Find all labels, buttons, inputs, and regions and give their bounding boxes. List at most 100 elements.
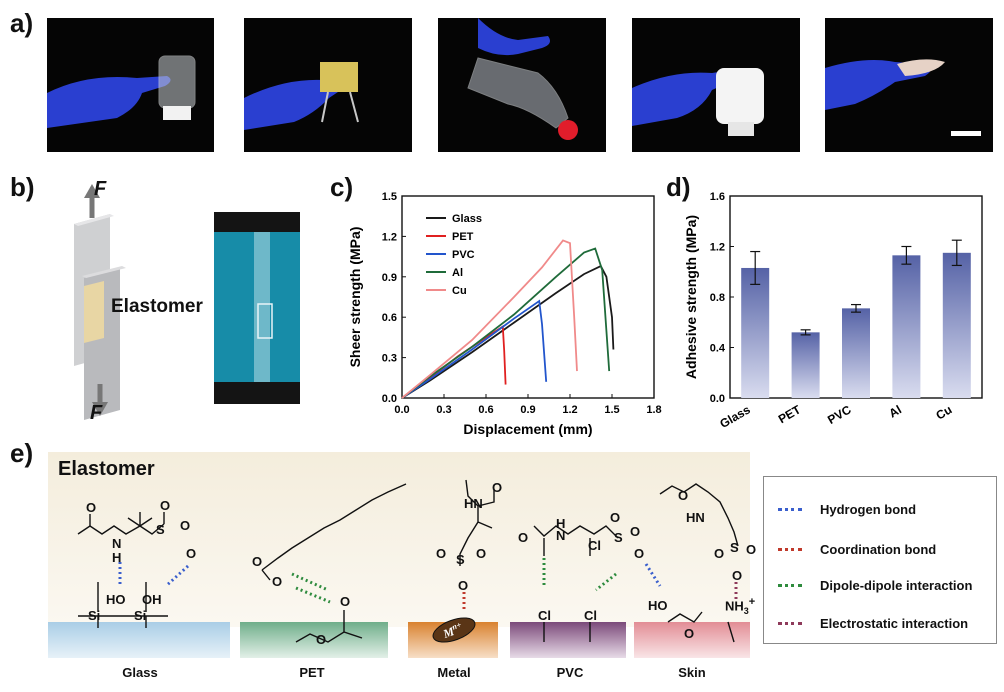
elastomer-title: Elastomer xyxy=(58,458,155,480)
x-tick-label: PVC xyxy=(825,402,854,427)
svg-text:S: S xyxy=(456,552,465,567)
panel-label-d: d) xyxy=(666,172,691,202)
legend-item-hydrogen: Hydrogen bond xyxy=(778,499,916,519)
svg-text:HO: HO xyxy=(106,592,126,607)
substrate-label-pet: PET xyxy=(299,665,325,680)
svg-text:O: O xyxy=(746,542,756,557)
y-tick-label: 0.6 xyxy=(382,312,397,324)
svg-text:Cl: Cl xyxy=(538,608,551,623)
legend-item-dipole: Dipole-dipole interaction xyxy=(778,575,972,595)
legend-label-hydrogen: Hydrogen bond xyxy=(820,501,917,517)
bar-pet xyxy=(791,332,820,398)
coordination-bond-swatch xyxy=(778,547,802,551)
y-axis-label: Sheer strength (MPa) xyxy=(347,227,363,368)
substrate-pvc xyxy=(510,622,626,658)
legend-label-al: Al xyxy=(452,267,463,279)
bar-glass xyxy=(741,267,770,398)
x-tick-label: 1.5 xyxy=(604,404,619,416)
svg-text:S: S xyxy=(156,522,165,537)
elastomer-label: Elastomer xyxy=(111,296,203,317)
adhesive-strength-chart: 0.0 0.4 0.8 1.2 1.6 Adhesive strength (MPa) Gl… xyxy=(683,191,983,431)
svg-text:O: O xyxy=(436,546,446,561)
legend-label-coordination: Coordination bond xyxy=(820,541,937,557)
panel-label-c: c) xyxy=(330,172,354,202)
svg-text:HN: HN xyxy=(464,496,483,511)
y-axis-label: Adhesive strength (MPa) xyxy=(683,215,699,379)
svg-text:O: O xyxy=(634,546,644,561)
svg-text:O: O xyxy=(476,546,486,561)
lap-shear-schematic xyxy=(74,184,126,420)
bar-cu xyxy=(942,252,971,398)
substrate-label-metal: Metal xyxy=(437,665,471,680)
x-tick-label: Glass xyxy=(717,402,753,431)
x-tick-label: Al xyxy=(887,402,904,420)
series-line-cu xyxy=(401,239,578,399)
svg-text:O: O xyxy=(160,498,170,513)
substrate-label-pvc: PVC xyxy=(556,665,584,680)
panel-label-a: a) xyxy=(10,8,34,38)
x-axis-label: Displacement (mm) xyxy=(463,421,592,437)
svg-text:Cl: Cl xyxy=(588,538,601,553)
series-line-al xyxy=(401,247,611,399)
legend-item-electrostatic: Electrostatic interaction xyxy=(778,613,968,633)
y-tick-label: 1.6 xyxy=(710,191,725,203)
panel-label-e: e) xyxy=(10,438,34,468)
y-tick-label: 1.2 xyxy=(710,242,725,254)
photo-white-bottle xyxy=(632,18,800,152)
dipole-swatch xyxy=(778,583,802,587)
photo-lap-shear-test xyxy=(214,212,300,404)
force-label-bottom: F xyxy=(90,402,103,424)
legend-label-electrostatic: Electrostatic interaction xyxy=(820,615,969,631)
x-tick-label: 0.9 xyxy=(520,404,535,416)
svg-text:O: O xyxy=(610,510,620,525)
elastomer-background xyxy=(48,452,750,627)
legend-label-cu: Cu xyxy=(452,285,467,297)
x-tick-label: Cu xyxy=(933,402,954,422)
force-label-top: F xyxy=(94,178,107,200)
legend-label-pvc: PVC xyxy=(452,249,475,261)
series-line-pet xyxy=(401,325,507,399)
x-tick-label: PET xyxy=(776,402,804,426)
hydrogen-bond-swatch xyxy=(778,507,802,511)
svg-text:O: O xyxy=(316,632,326,647)
svg-text:O: O xyxy=(252,554,262,569)
svg-text:N: N xyxy=(556,528,565,543)
svg-text:HN: HN xyxy=(686,510,705,525)
svg-text:Cl: Cl xyxy=(584,608,597,623)
photo-skin xyxy=(825,18,993,152)
x-tick-label: 0.3 xyxy=(436,404,451,416)
y-tick-label: 0.3 xyxy=(382,353,397,365)
legend-item-coordination: Coordination bond xyxy=(778,539,936,559)
y-tick-label: 1.5 xyxy=(382,191,397,203)
x-tick-label: 0.0 xyxy=(394,404,409,416)
svg-text:N: N xyxy=(112,536,121,551)
interaction-legend: Hydrogen bond Coordination bond Dipole-d… xyxy=(763,476,997,644)
shear-strength-chart: 0.0 0.3 0.6 0.9 1.2 1.5 1.8 0.0 0.3 0.6 0.9 1.2 1.5 D… xyxy=(347,191,662,437)
y-tick-label: 0.9 xyxy=(382,272,397,284)
svg-text:O: O xyxy=(272,574,282,589)
svg-text:O: O xyxy=(630,524,640,539)
y-tick-label: 1.2 xyxy=(382,231,397,243)
svg-text:S: S xyxy=(614,530,623,545)
svg-text:O: O xyxy=(180,518,190,533)
substrate-skin xyxy=(634,622,750,658)
svg-text:HO: HO xyxy=(648,598,668,613)
legend-label-dipole: Dipole-dipole interaction xyxy=(820,577,973,593)
y-tick-label: 0.8 xyxy=(710,292,725,304)
photo-glass-vial xyxy=(47,18,214,152)
series-line-glass xyxy=(401,264,615,399)
svg-text:Si: Si xyxy=(88,608,100,623)
svg-text:H: H xyxy=(112,550,121,565)
svg-text:O: O xyxy=(714,546,724,561)
series-line-pvc xyxy=(401,299,548,399)
svg-text:O: O xyxy=(732,568,742,583)
svg-text:OH: OH xyxy=(142,592,162,607)
svg-text:O: O xyxy=(458,578,468,593)
x-tick-label: 1.8 xyxy=(646,404,661,416)
photo-binder-clip xyxy=(244,18,412,152)
y-tick-label: 0.0 xyxy=(710,393,725,405)
svg-text:H: H xyxy=(556,516,565,531)
bar-pvc xyxy=(842,308,870,398)
bar-al xyxy=(892,255,921,398)
